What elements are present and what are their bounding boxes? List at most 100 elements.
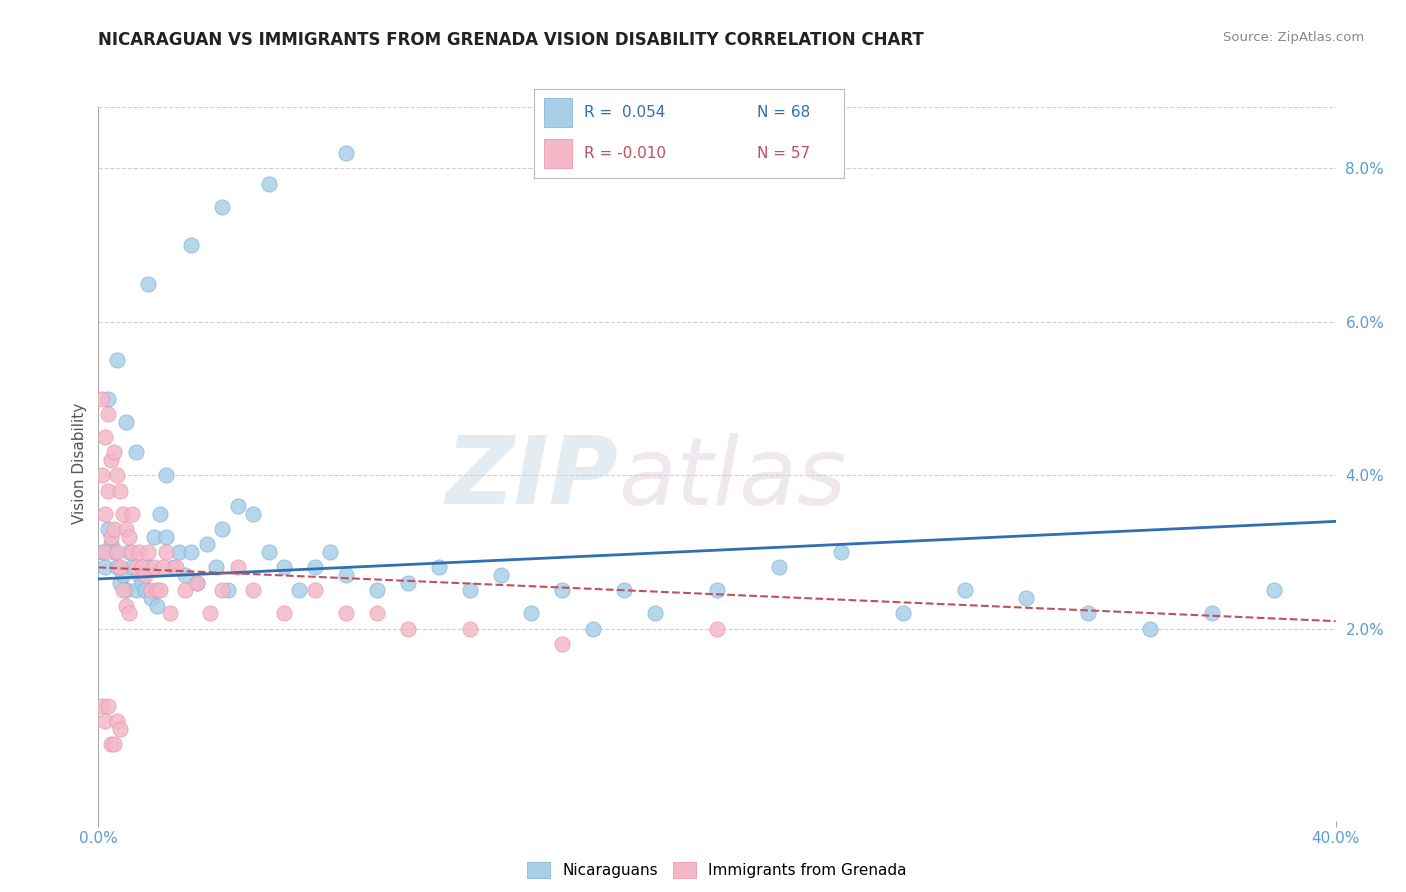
Point bbox=[100, 530, 122, 544]
Point bbox=[108, 483, 131, 498]
Point bbox=[242, 507, 264, 521]
Point bbox=[103, 737, 125, 751]
Point bbox=[134, 583, 156, 598]
Point bbox=[115, 415, 138, 429]
Point bbox=[273, 607, 295, 621]
Point bbox=[90, 468, 112, 483]
Point bbox=[121, 560, 143, 574]
Point bbox=[427, 560, 450, 574]
Point bbox=[304, 560, 326, 574]
Point bbox=[100, 737, 122, 751]
Point bbox=[396, 575, 419, 590]
Bar bbox=[544, 98, 572, 127]
Point bbox=[319, 545, 342, 559]
Point bbox=[100, 537, 122, 551]
Point bbox=[121, 545, 143, 559]
Point bbox=[121, 507, 143, 521]
Point bbox=[1201, 607, 1223, 621]
Point bbox=[134, 568, 156, 582]
Point bbox=[97, 522, 120, 536]
Point bbox=[830, 545, 852, 559]
Text: atlas: atlas bbox=[619, 433, 846, 524]
Point bbox=[105, 545, 128, 559]
Point bbox=[139, 583, 162, 598]
Point bbox=[118, 545, 141, 559]
Point bbox=[458, 622, 481, 636]
Point bbox=[136, 560, 159, 574]
Text: Source: ZipAtlas.com: Source: ZipAtlas.com bbox=[1223, 31, 1364, 45]
Point bbox=[953, 583, 976, 598]
Point bbox=[551, 637, 574, 651]
Point bbox=[273, 560, 295, 574]
Point bbox=[180, 238, 202, 252]
Point bbox=[1015, 591, 1038, 606]
Point bbox=[152, 560, 174, 574]
Point bbox=[105, 560, 128, 574]
Point bbox=[1077, 607, 1099, 621]
Point bbox=[335, 146, 357, 161]
Point bbox=[1263, 583, 1285, 598]
Point bbox=[891, 607, 914, 621]
Point bbox=[97, 698, 120, 713]
Point bbox=[174, 568, 197, 582]
Point bbox=[551, 583, 574, 598]
Point bbox=[211, 522, 233, 536]
Point bbox=[198, 607, 221, 621]
Text: ZIP: ZIP bbox=[446, 432, 619, 524]
Point bbox=[396, 622, 419, 636]
Point bbox=[131, 575, 153, 590]
Point bbox=[93, 714, 115, 728]
Point bbox=[366, 607, 388, 621]
Point bbox=[105, 353, 128, 368]
Point bbox=[195, 537, 218, 551]
Point bbox=[103, 445, 125, 459]
Point bbox=[242, 583, 264, 598]
Point bbox=[149, 507, 172, 521]
Point bbox=[143, 560, 166, 574]
Text: R =  0.054: R = 0.054 bbox=[583, 105, 665, 120]
Point bbox=[149, 583, 172, 598]
Point bbox=[146, 583, 169, 598]
Point bbox=[118, 607, 141, 621]
Point bbox=[128, 545, 150, 559]
Point bbox=[136, 545, 159, 559]
Point bbox=[93, 430, 115, 444]
Point bbox=[162, 560, 184, 574]
Y-axis label: Vision Disability: Vision Disability bbox=[72, 403, 87, 524]
Point bbox=[105, 468, 128, 483]
Point bbox=[103, 522, 125, 536]
Point bbox=[520, 607, 543, 621]
Point bbox=[768, 560, 790, 574]
Point bbox=[90, 698, 112, 713]
Point bbox=[458, 583, 481, 598]
Point bbox=[97, 392, 120, 406]
Point bbox=[124, 445, 146, 459]
Point bbox=[103, 545, 125, 559]
Point bbox=[180, 545, 202, 559]
Point bbox=[167, 545, 190, 559]
Point bbox=[118, 530, 141, 544]
Point bbox=[186, 575, 208, 590]
Point bbox=[288, 583, 311, 598]
Point bbox=[205, 560, 228, 574]
Point bbox=[100, 453, 122, 467]
Point bbox=[706, 622, 728, 636]
Point bbox=[155, 530, 177, 544]
Point bbox=[105, 714, 128, 728]
Point bbox=[257, 177, 280, 191]
Point bbox=[211, 200, 233, 214]
Text: R = -0.010: R = -0.010 bbox=[583, 146, 666, 161]
Point bbox=[143, 530, 166, 544]
Point bbox=[97, 407, 120, 421]
Point bbox=[174, 583, 197, 598]
Point bbox=[226, 499, 249, 513]
Point bbox=[131, 560, 153, 574]
Point bbox=[136, 277, 159, 291]
Point bbox=[489, 568, 512, 582]
Point bbox=[155, 545, 177, 559]
Point bbox=[108, 722, 131, 736]
Text: N = 57: N = 57 bbox=[756, 146, 810, 161]
Point bbox=[366, 583, 388, 598]
Point bbox=[159, 607, 181, 621]
Point bbox=[706, 583, 728, 598]
